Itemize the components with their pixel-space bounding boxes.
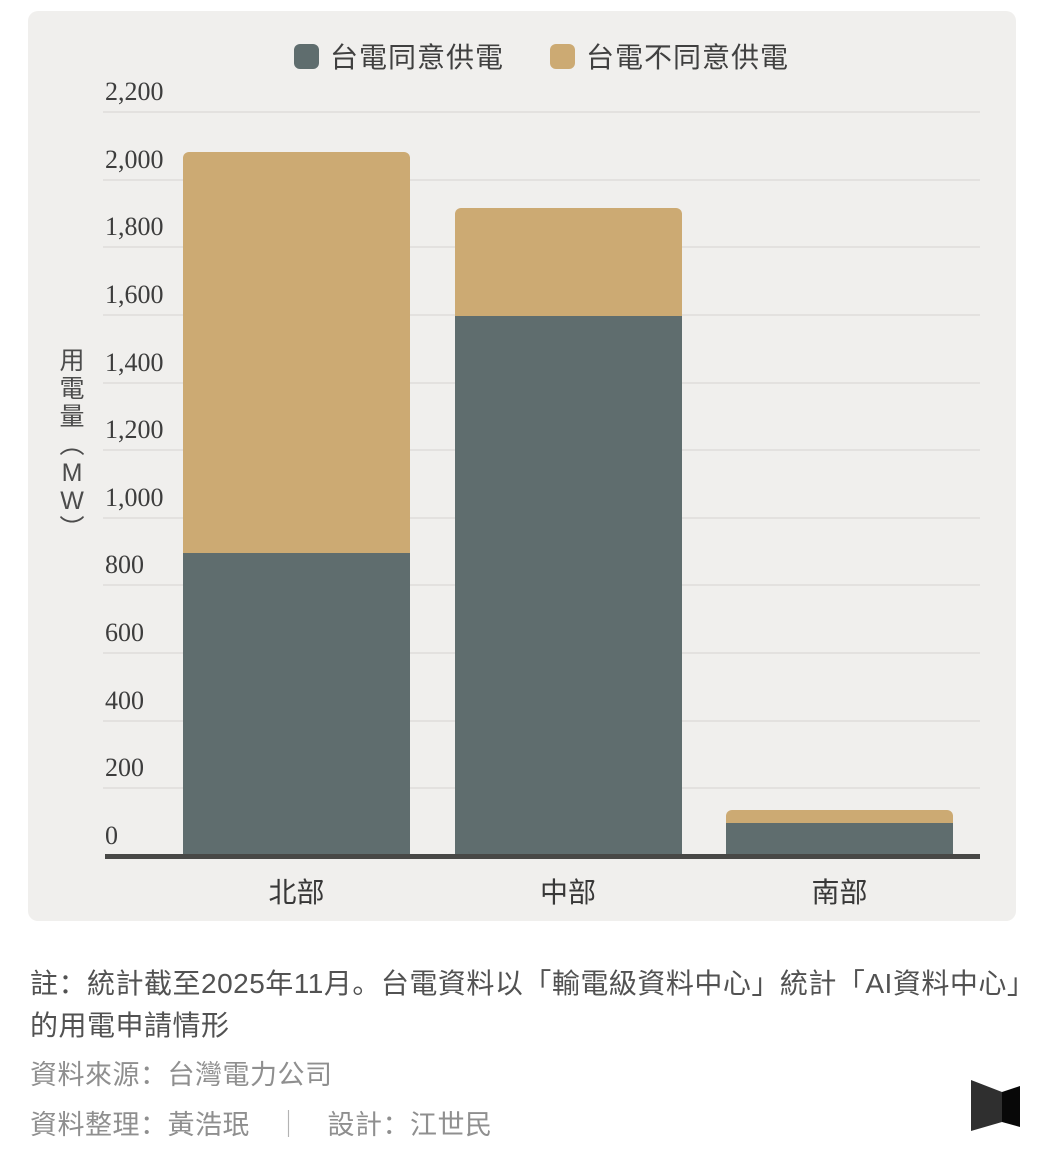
gridline xyxy=(103,111,980,113)
legend-item-disagree: 台電不同意供電 xyxy=(550,36,789,76)
bar-segment-disagree-北部 xyxy=(182,151,410,553)
y-tick-label: 0 xyxy=(105,821,118,850)
legend-label-disagree: 台電不同意供電 xyxy=(586,42,790,73)
legend-label-agree: 台電同意供電 xyxy=(329,42,504,73)
y-axis-title-char: 用 xyxy=(59,347,85,375)
y-axis-title-char: ︵ xyxy=(59,431,85,459)
credits-designer: 設計：江世民 xyxy=(327,1110,493,1140)
credits-editor: 資料整理：黃浩珉 xyxy=(30,1110,250,1140)
y-axis-title-char: M xyxy=(61,459,83,487)
chart-panel: 台電同意供電 台電不同意供電 用電量 ︵ M W ︶ 0 200 400 600 800 1,00… xyxy=(28,11,1016,921)
data-source: 資料來源：台灣電力公司 xyxy=(30,1060,333,1090)
chart-note: 註：統計截至2025年11月。台電資料以「輸電級資料中心」統計「AI資料中心」 … xyxy=(30,963,1035,1047)
gridline xyxy=(103,178,980,181)
legend-swatch-agree xyxy=(293,43,319,69)
y-tick-label: 1,400 xyxy=(105,347,164,377)
y-axis-title: 用電量 ︵ M W ︶ xyxy=(55,347,89,543)
bar-segment-disagree-南部 xyxy=(726,809,953,824)
y-tick-label: 200 xyxy=(105,753,144,783)
x-axis-line xyxy=(105,854,980,859)
y-tick-label: 1,200 xyxy=(105,415,164,445)
y-tick-label: 1,800 xyxy=(105,212,164,242)
bar-segment-agree-中部 xyxy=(454,315,682,857)
y-tick-label: 600 xyxy=(105,618,144,648)
y-tick-label: 1,600 xyxy=(105,279,164,309)
credits: 資料整理：黃浩珉 ｜ 設計：江世民 xyxy=(30,1103,493,1142)
legend: 台電同意供電 台電不同意供電 xyxy=(103,36,980,76)
x-axis-label: 南部 xyxy=(811,877,868,908)
y-axis-title-char: 電 xyxy=(59,375,85,403)
bar-segment-agree-南部 xyxy=(726,823,953,857)
bar-segment-disagree-中部 xyxy=(454,207,682,316)
legend-swatch-disagree xyxy=(550,43,575,69)
mirror-media-logo xyxy=(971,1080,1020,1131)
logo-right-shape xyxy=(1002,1086,1020,1127)
logo-left-shape xyxy=(971,1080,1002,1131)
legend-item-agree: 台電同意供電 xyxy=(293,36,504,76)
y-tick-label: 800 xyxy=(105,550,144,580)
chart-note-line1: 註：統計截至2025年11月。台電資料以「輸電級資料中心」統計「AI資料中心」 xyxy=(30,968,1036,999)
x-axis-label: 北部 xyxy=(268,877,325,908)
chart-note-line2: 的用電申請情形 xyxy=(30,1010,230,1041)
y-tick-label: 1,000 xyxy=(105,482,164,512)
y-tick-label: 400 xyxy=(105,685,144,715)
y-tick-label: 2,200 xyxy=(105,77,164,106)
plot-area: 0 200 400 600 800 1,000 1,200 1,400 1,600 1,800 2,… xyxy=(103,77,980,908)
y-axis-title-char: W xyxy=(60,487,84,515)
y-axis-title-char: 量 xyxy=(59,403,85,431)
y-tick-label: 2,000 xyxy=(105,144,164,174)
x-axis-label: 中部 xyxy=(539,877,597,908)
y-axis-title-char: ︶ xyxy=(59,515,85,543)
credits-separator: ｜ xyxy=(275,1110,303,1140)
bar-segment-agree-北部 xyxy=(182,552,410,857)
